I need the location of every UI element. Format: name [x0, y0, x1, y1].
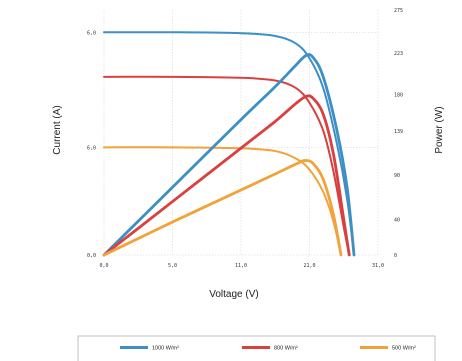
pv-curve-series-2 [102, 159, 343, 257]
y-axis-left-title: Current (A) [52, 105, 63, 154]
pv-curve-series-0 [102, 53, 356, 257]
y-right-tick-label: 90 [394, 173, 400, 179]
legend-item-2: 500 W/m² [360, 346, 416, 352]
y-left-tick-label: 6,0 [87, 145, 96, 151]
tick-labels: 0,0 5,0 11,0 21,0 31,0 0,0 6,0 6,0 0 40 90 139 180 22… [87, 8, 403, 269]
legend: 1000 W/m² 800 W/m² 500 W/m² [77, 335, 436, 361]
y-right-tick-label: 180 [394, 93, 403, 99]
iv-curves [103, 31, 356, 256]
x-tick-label: 31,0 [372, 263, 384, 269]
iv-curve-series-1 [103, 75, 351, 256]
legend-label-2: 500 W/m² [392, 346, 416, 352]
legend-items: 1000 W/m² 800 W/m² 500 W/m² [120, 346, 416, 352]
legend-item-0: 1000 W/m² [120, 346, 179, 352]
legend-label-1: 800 W/m² [274, 346, 298, 352]
x-tick-label: 0,0 [99, 263, 108, 269]
x-tick-label: 21,0 [303, 263, 315, 269]
y-right-tick-label: 223 [394, 51, 403, 57]
y-right-tick-label: 139 [394, 129, 403, 135]
y-right-tick-label: 40 [394, 217, 400, 223]
pv-curves [102, 53, 356, 257]
legend-item-1: 800 W/m² [242, 346, 298, 352]
x-tick-label: 5,0 [168, 263, 177, 269]
iv-curve-series-0 [103, 31, 356, 256]
legend-label-0: 1000 W/m² [152, 346, 179, 352]
x-tick-label: 11,0 [235, 263, 247, 269]
x-axis-title: Voltage (V) [209, 289, 258, 300]
y-left-tick-label: 6,0 [87, 30, 96, 36]
y-left-tick-label: 0,0 [87, 253, 96, 259]
y-axis-right-title: Power (W) [434, 106, 445, 153]
pv-curve-series-1 [102, 94, 351, 257]
iv-curve-series-2 [103, 146, 343, 256]
y-right-tick-label: 0 [394, 253, 397, 259]
y-right-tick-label: 275 [394, 8, 403, 14]
